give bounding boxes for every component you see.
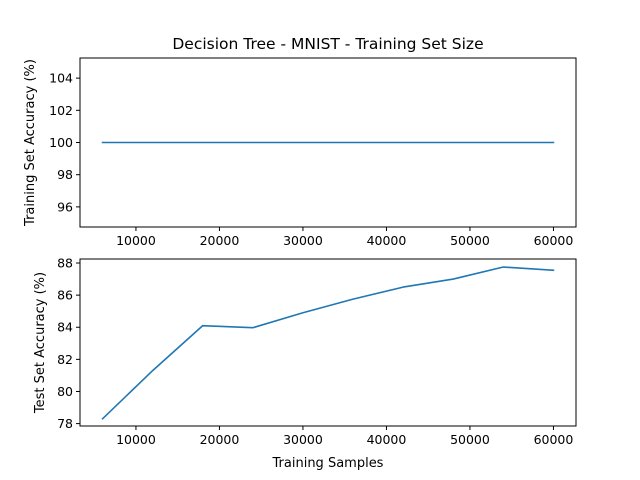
training-accuracy-y-tick-label: 100	[49, 135, 73, 150]
test-accuracy-y-tick-label: 88	[57, 256, 73, 271]
test-accuracy-y-tick-label: 84	[57, 320, 73, 335]
test-accuracy-x-tick-label: 40000	[367, 432, 407, 447]
training-accuracy-y-axis-label: Training Set Accuracy (%)	[23, 59, 38, 227]
x-axis-label: Training Samples	[272, 456, 384, 471]
test-accuracy-x-tick-label: 20000	[200, 432, 240, 447]
training-accuracy-y-tick-label: 98	[57, 167, 73, 182]
training-accuracy-x-tick-label: 50000	[450, 233, 490, 248]
training-accuracy-y-tick-label: 102	[49, 103, 73, 118]
training-accuracy-x-tick-label: 20000	[200, 233, 240, 248]
test-accuracy-y-tick-label: 78	[57, 416, 73, 431]
training-accuracy-y-tick-label: 96	[57, 199, 73, 214]
test-accuracy-y-tick-label: 86	[57, 288, 73, 303]
test-accuracy-y-tick-label: 82	[57, 352, 73, 367]
training-accuracy-x-tick-label: 60000	[534, 233, 574, 248]
training-accuracy-panel: Training Set Accuracy (%) 10000 20000 3000…	[23, 57, 577, 248]
test-accuracy-x-tick-label: 60000	[534, 432, 574, 447]
test-accuracy-series-line	[101, 266, 555, 420]
test-accuracy-x-tick-label: 50000	[450, 432, 490, 447]
test-accuracy-axes-frame	[79, 258, 577, 427]
test-accuracy-y-tick-label: 80	[57, 384, 73, 399]
test-accuracy-panel: Test Set Accuracy (%) Training Samples 1…	[33, 256, 577, 471]
training-accuracy-x-tick-label: 40000	[367, 233, 407, 248]
test-accuracy-x-tick-label: 30000	[283, 432, 323, 447]
training-accuracy-x-tick-label: 10000	[116, 233, 156, 248]
chart-title: Decision Tree - MNIST - Training Set Siz…	[172, 35, 483, 53]
training-accuracy-y-tick-label: 104	[49, 71, 73, 86]
test-accuracy-x-tick-label: 10000	[116, 432, 156, 447]
training-accuracy-x-tick-label: 30000	[283, 233, 323, 248]
test-accuracy-y-axis-label: Test Set Accuracy (%)	[33, 272, 48, 414]
